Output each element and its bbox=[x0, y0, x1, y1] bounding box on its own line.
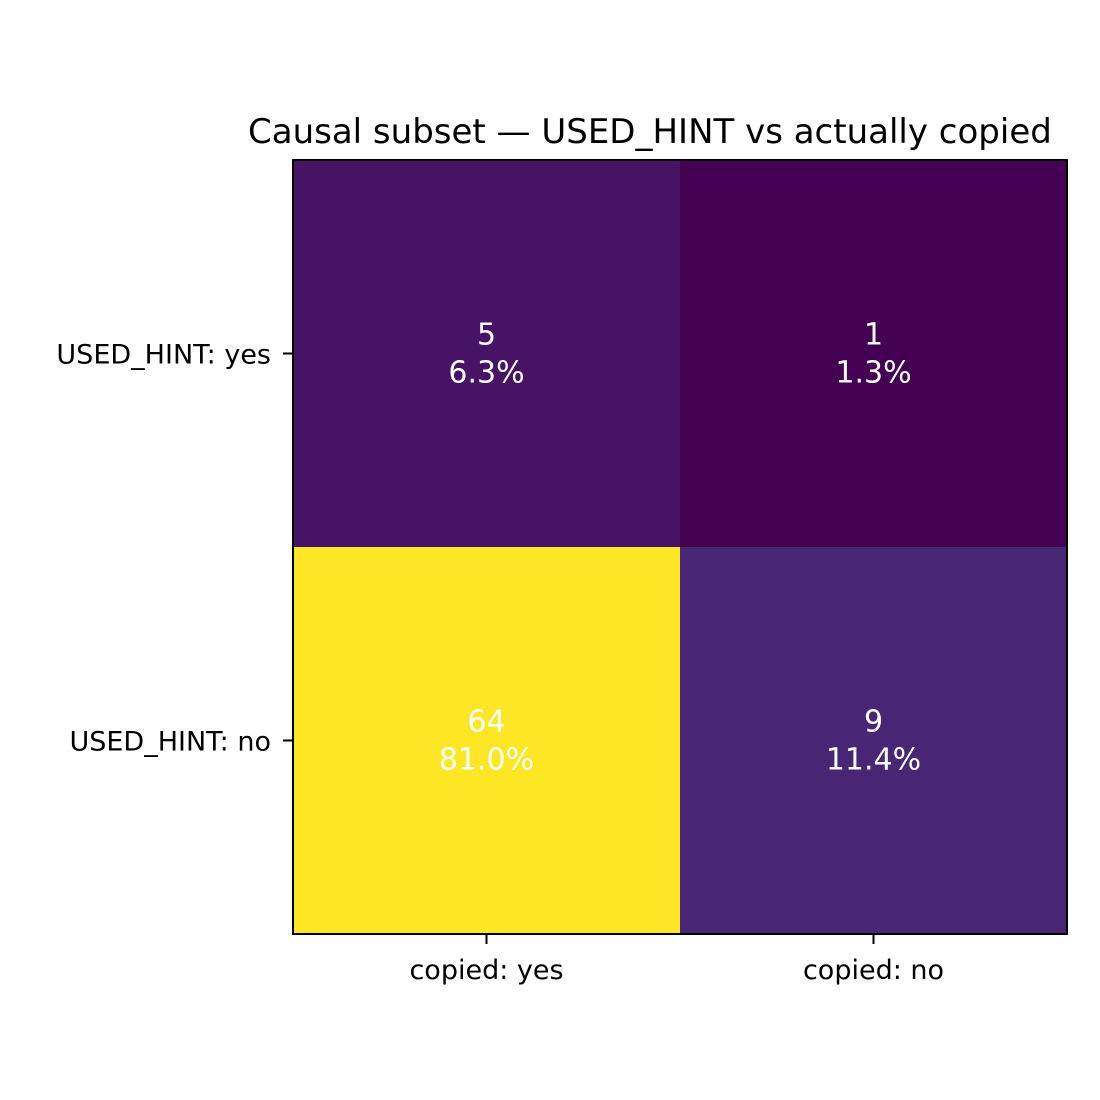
y-tick-label: USED_HINT: no bbox=[69, 727, 271, 758]
cell-count-label: 9 bbox=[864, 705, 883, 740]
heatmap-cell bbox=[293, 160, 680, 547]
heatmap-cells bbox=[293, 160, 1067, 934]
cell-percent-label: 81.0% bbox=[439, 743, 534, 778]
chart-title: Causal subset — USED_HINT vs actually co… bbox=[248, 112, 1052, 152]
cell-percent-label: 1.3% bbox=[835, 356, 911, 391]
axis-ticks: copied: yes copied: no USED_HINT: yes USED_… bbox=[56, 340, 944, 987]
cell-percent-label: 11.4% bbox=[826, 743, 921, 778]
x-tick-label: copied: yes bbox=[409, 955, 563, 986]
heatmap-cell bbox=[293, 547, 680, 934]
cell-percent-label: 6.3% bbox=[448, 356, 524, 391]
heatmap-cell bbox=[680, 547, 1067, 934]
heatmap-cell bbox=[680, 160, 1067, 547]
cell-count-label: 64 bbox=[467, 705, 505, 740]
axes-frame bbox=[292, 159, 1068, 935]
y-tick-label: USED_HINT: yes bbox=[56, 340, 271, 371]
cell-count-label: 1 bbox=[864, 318, 883, 353]
cell-count-label: 5 bbox=[477, 318, 496, 353]
x-tick-label: copied: no bbox=[803, 955, 944, 986]
